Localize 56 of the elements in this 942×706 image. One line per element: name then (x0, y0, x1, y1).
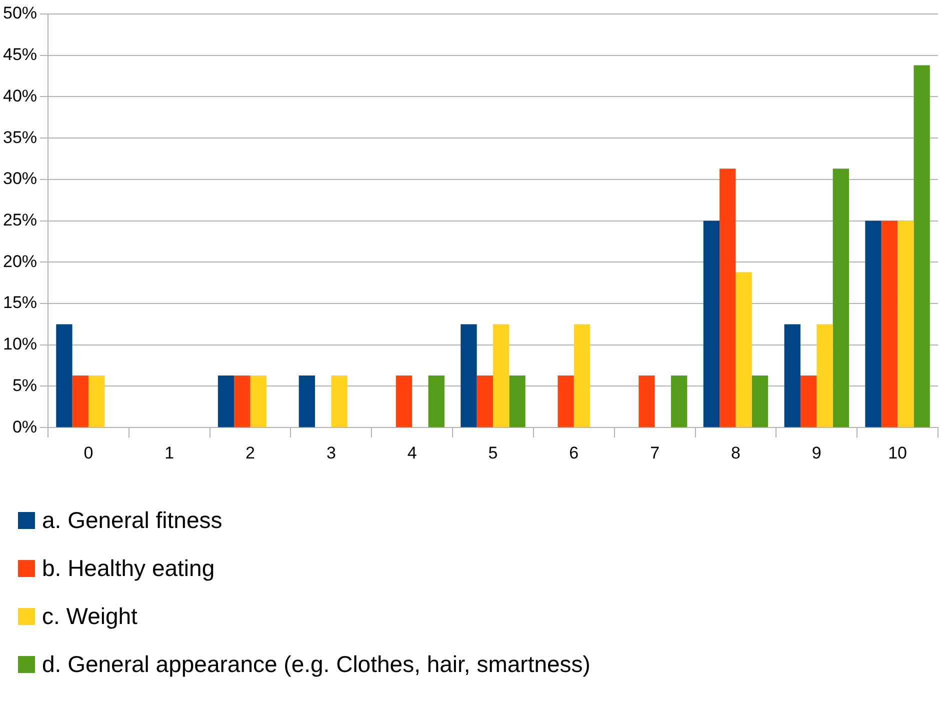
x-tick-label: 5 (488, 443, 498, 462)
bar (460, 324, 477, 428)
x-tick-label: 6 (569, 443, 579, 462)
y-tick-label: 25% (2, 210, 38, 230)
x-tick-label: 3 (326, 443, 336, 462)
bar (558, 375, 574, 428)
y-tick-label: 10% (2, 334, 38, 354)
bar (800, 375, 817, 428)
bar (574, 324, 590, 428)
bar (832, 168, 850, 428)
bar (703, 220, 720, 428)
bar (331, 375, 348, 428)
legend-label: b. Healthy eating (42, 554, 215, 582)
bar (298, 375, 316, 428)
bar (428, 375, 444, 428)
bar (218, 375, 234, 428)
bar (493, 324, 510, 428)
y-tick-label: 15% (2, 293, 38, 312)
legend-label: c. Weight (42, 602, 138, 630)
bar (56, 324, 72, 428)
bar (898, 220, 914, 428)
x-tick-label: 7 (650, 443, 660, 462)
y-tick-label: 30% (2, 169, 38, 188)
bar (816, 324, 833, 428)
y-tick-label: 0% (12, 417, 38, 436)
bar (736, 272, 752, 428)
bar (671, 375, 688, 428)
legend-label: d. General appearance (e.g. Clothes, hair, smartness) (42, 650, 590, 678)
y-tick-label: 40% (2, 86, 38, 106)
bar (752, 375, 768, 428)
x-tick-label: 8 (731, 443, 740, 462)
bar (234, 375, 250, 428)
bar (881, 220, 898, 428)
bar (250, 375, 266, 428)
x-tick-label: 9 (812, 443, 822, 462)
bar (638, 375, 655, 428)
bar (72, 375, 88, 428)
x-tick-label: 2 (246, 443, 256, 462)
bar (476, 375, 494, 428)
y-tick-label: 45% (2, 45, 38, 64)
bar (396, 375, 412, 428)
y-tick-label: 35% (2, 128, 38, 147)
bar (88, 375, 105, 428)
y-tick-label: 50% (2, 4, 38, 23)
x-tick-label: 0 (84, 443, 94, 462)
y-tick-label: 20% (2, 252, 38, 271)
x-tick-label: 1 (164, 443, 174, 462)
bar (509, 375, 526, 428)
bar (784, 324, 800, 428)
bar (914, 65, 930, 428)
x-tick-label: 10 (888, 443, 908, 462)
legend-label: a. General fitness (42, 506, 222, 534)
bar (865, 220, 882, 428)
bar (720, 168, 736, 428)
y-tick-label: 5% (12, 376, 38, 395)
x-tick-label: 4 (407, 443, 417, 462)
